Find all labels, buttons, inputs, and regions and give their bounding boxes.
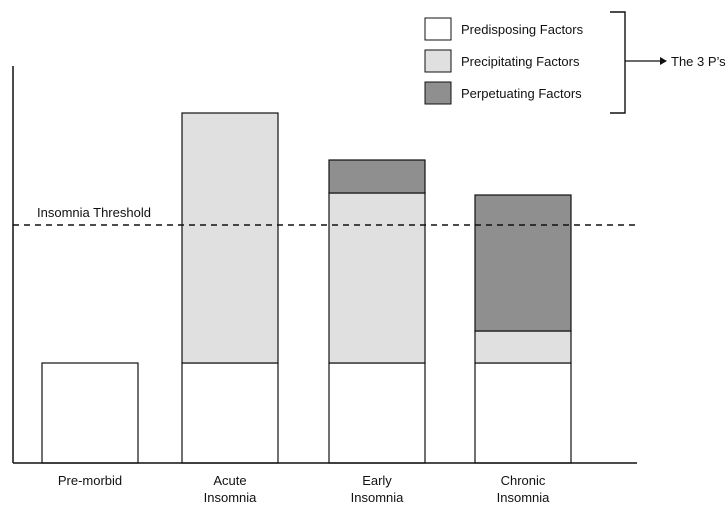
- x-tick-label-pre-morbid: Pre-morbid: [58, 473, 122, 488]
- legend-swatch-precipitating-factors: [424, 49, 452, 73]
- legend-swatch-predisposing-factors: [424, 17, 452, 41]
- x-tick-label-early-insomnia: Early Insomnia: [351, 473, 405, 505]
- threshold-layer: Insomnia Threshold: [13, 205, 637, 226]
- legend-label-predisposing-factors: Predisposing Factors: [461, 22, 584, 37]
- bars-layer: [41, 112, 572, 464]
- bar-early-insomnia-predisposing-factors: [328, 362, 426, 464]
- bar-chronic-insomnia-precipitating-factors: [474, 330, 572, 364]
- legend-label-precipitating-factors: Precipitating Factors: [461, 54, 580, 69]
- legend-group-label: The 3 P’s: [671, 54, 726, 69]
- legend-label-perpetuating-factors: Perpetuating Factors: [461, 86, 582, 101]
- axes-layer: [12, 66, 637, 464]
- x-tick-label-acute-insomnia: Acute Insomnia: [204, 473, 258, 505]
- bar-chronic-insomnia-perpetuating-factors: [474, 194, 572, 332]
- threshold-label: Insomnia Threshold: [37, 205, 151, 220]
- bar-early-insomnia-precipitating-factors: [328, 192, 426, 364]
- bar-pre-morbid-predisposing-factors: [41, 362, 139, 464]
- bar-chronic-insomnia-predisposing-factors: [474, 362, 572, 464]
- bar-early-insomnia-perpetuating-factors: [328, 159, 426, 194]
- bar-acute-insomnia-predisposing-factors: [181, 362, 279, 464]
- legend-swatch-perpetuating-factors: [424, 81, 452, 105]
- bar-acute-insomnia-precipitating-factors: [181, 112, 279, 364]
- x-tick-labels: Pre-morbid Acute Insomnia Early Insomnia Chro…: [58, 473, 550, 505]
- legend-arrow-head: [660, 57, 667, 65]
- legend-bracket: [610, 11, 626, 114]
- legend: Predisposing Factors Precipitating Factor…: [424, 11, 726, 114]
- x-tick-label-chronic-insomnia: Chronic Insomnia: [497, 473, 551, 505]
